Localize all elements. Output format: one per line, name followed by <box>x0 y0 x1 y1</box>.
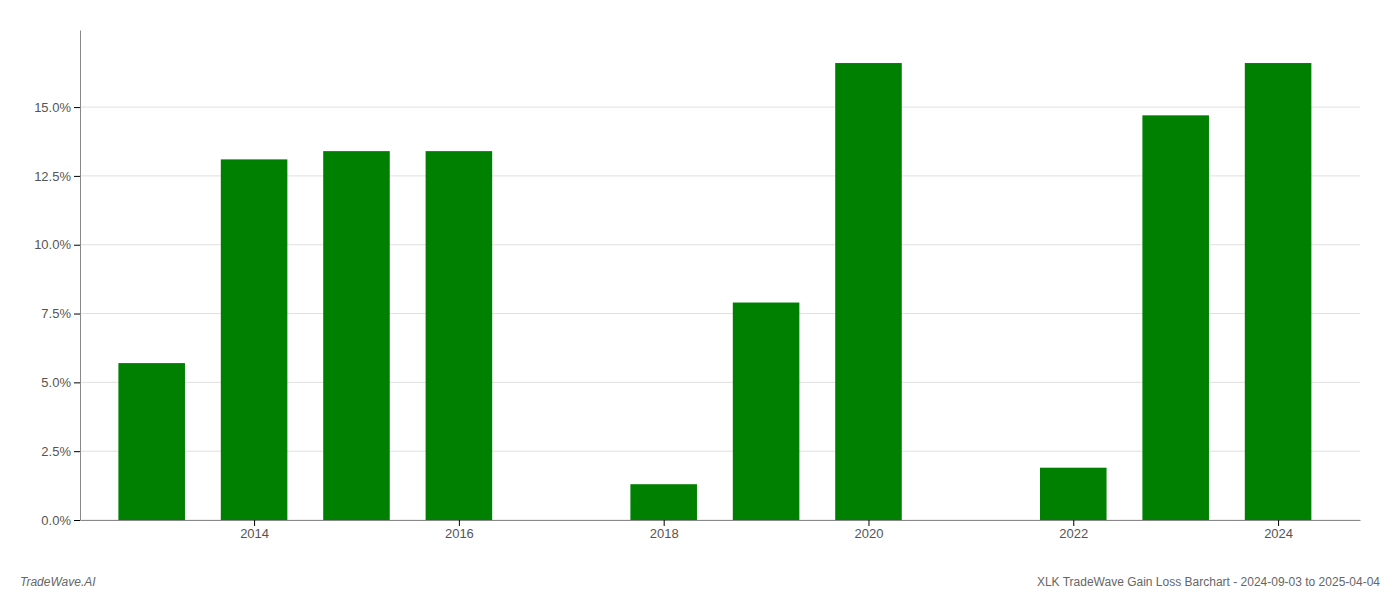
x-tick-mark <box>1278 520 1279 526</box>
bars <box>118 63 1311 520</box>
grid <box>80 107 1360 520</box>
x-tick-mark <box>1073 520 1074 526</box>
footer: XLK TradeWave Gain Loss Barchart - 2024-… <box>1037 575 1380 589</box>
y-tick: 7.5% <box>41 306 80 321</box>
y-tick-mark <box>74 314 80 315</box>
chart: 2014 2016 2018 2020 2022 2024 0.0% 2.5% 5.0% 7.5%… <box>0 0 1400 600</box>
x-tick-label: 2020 <box>855 526 884 541</box>
x-tick-mark <box>459 520 460 526</box>
y-tick: 5.0% <box>41 375 80 390</box>
x-tick-mark <box>664 520 665 526</box>
x-tick: 2016 <box>445 520 474 541</box>
bar <box>323 151 390 520</box>
y-tick-label: 7.5% <box>41 306 71 321</box>
y-tick: 0.0% <box>41 513 80 528</box>
x-tick-mark <box>254 520 255 526</box>
y-tick-label: 2.5% <box>41 444 71 459</box>
y-tick-label: 12.5% <box>34 169 71 184</box>
y-axis: 0.0% 2.5% 5.0% 7.5% 10.0% 12.5% 15.0% <box>34 31 80 528</box>
grid-line <box>80 107 1360 108</box>
x-tick-label: 2014 <box>240 526 269 541</box>
y-tick: 10.0% <box>34 237 80 252</box>
x-tick: 2014 <box>240 520 269 541</box>
x-tick: 2022 <box>1059 520 1088 541</box>
y-tick-mark <box>74 245 80 246</box>
y-tick-label: 15.0% <box>34 100 71 115</box>
y-axis-line <box>80 31 81 521</box>
bar <box>835 63 902 520</box>
bar <box>938 520 1005 521</box>
plot: 2014 2016 2018 2020 2022 2024 0.0% 2.5% 5.0% 7.5%… <box>34 31 1360 542</box>
y-tick-label: 0.0% <box>41 513 71 528</box>
y-tick: 15.0% <box>34 100 80 115</box>
x-tick: 2018 <box>650 520 679 541</box>
bar <box>221 159 288 520</box>
footer: TradeWave.AI <box>20 575 96 589</box>
y-tick-mark <box>74 520 80 521</box>
y-tick-label: 10.0% <box>34 237 71 252</box>
bar <box>1040 468 1107 520</box>
x-axis-line <box>81 520 1361 521</box>
x-tick: 2020 <box>855 520 884 541</box>
x-tick-mark <box>868 520 869 526</box>
bar <box>733 303 800 520</box>
y-tick-mark <box>74 176 80 177</box>
y-tick-label: 5.0% <box>41 375 71 390</box>
bar <box>118 363 185 520</box>
y-tick: 2.5% <box>41 444 80 459</box>
x-tick-label: 2018 <box>650 526 679 541</box>
y-tick-mark <box>74 107 80 108</box>
x-tick: 2024 <box>1264 520 1293 541</box>
y-tick: 12.5% <box>34 169 80 184</box>
y-tick-mark <box>74 382 80 383</box>
bar <box>528 520 595 521</box>
bar <box>1142 115 1209 520</box>
x-tick-label: 2022 <box>1059 526 1088 541</box>
x-axis: 2014 2016 2018 2020 2022 2024 <box>81 520 1361 541</box>
bar <box>1245 63 1312 520</box>
bar <box>630 484 697 520</box>
x-tick-label: 2024 <box>1264 526 1293 541</box>
x-tick-label: 2016 <box>445 526 474 541</box>
bar <box>426 151 493 520</box>
y-tick-mark <box>74 451 80 452</box>
